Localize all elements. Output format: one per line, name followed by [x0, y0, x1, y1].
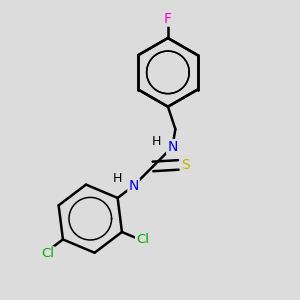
Text: S: S	[182, 158, 190, 172]
Text: H: H	[151, 134, 161, 148]
Text: F: F	[164, 12, 172, 26]
Text: N: N	[167, 140, 178, 154]
Text: Cl: Cl	[41, 247, 54, 260]
Text: N: N	[128, 179, 139, 193]
Text: Cl: Cl	[136, 233, 149, 246]
Text: H: H	[112, 172, 122, 185]
